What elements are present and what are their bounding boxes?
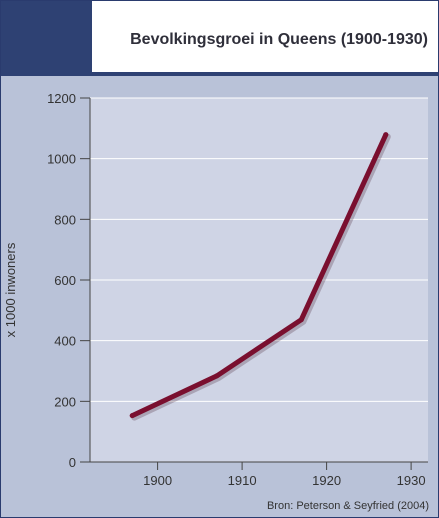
data-point-1907 [214, 373, 220, 379]
y-tick-label-400: 400 [54, 334, 76, 349]
y-axis-title: x 1000 inwoners [3, 242, 18, 337]
data-point-1897 [129, 413, 135, 419]
data-point-1917 [298, 317, 304, 323]
data-point-1927 [383, 132, 389, 138]
header-title-area [92, 1, 438, 72]
axes [80, 97, 428, 470]
y-tick-label-1000: 1000 [47, 152, 76, 167]
data-series [129, 132, 391, 421]
x-tick-label-1930: 1930 [397, 473, 426, 488]
series-line-shadow [131, 133, 391, 421]
tick-labels: 0 200 400 600 800 1000 1200 1900 1910 1920 1930 [47, 91, 425, 488]
source-note: Bron: Peterson & Seyfried (2004) [267, 500, 429, 512]
x-tick-label-1910: 1910 [228, 473, 257, 488]
chart-title: Bevolkingsgroei in Queens (1900-1930) [130, 31, 428, 48]
y-tick-label-600: 600 [54, 273, 76, 288]
series-line [129, 132, 389, 419]
y-tick-label-800: 800 [54, 212, 76, 227]
header-color-block [1, 1, 92, 72]
y-tick-label-0: 0 [69, 455, 76, 470]
header-rule [1, 72, 438, 76]
y-tick-label-1200: 1200 [47, 91, 76, 106]
x-tick-label-1900: 1900 [143, 473, 172, 488]
x-tick-label-1920: 1920 [312, 473, 341, 488]
y-tick-label-200: 200 [54, 394, 76, 409]
gridlines [90, 97, 428, 402]
